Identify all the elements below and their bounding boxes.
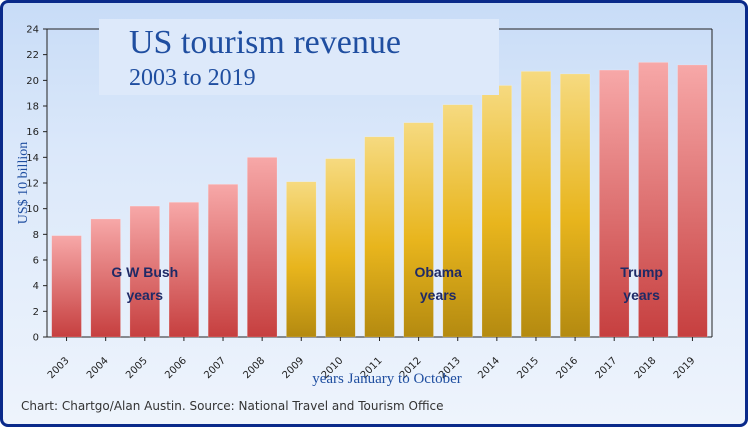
era-label-line2: years xyxy=(623,287,660,303)
era-label-line1: Obama xyxy=(414,264,462,280)
y-tick-label: 22 xyxy=(26,50,39,61)
x-tick-label: 2003 xyxy=(46,355,72,381)
x-tick-label: 2004 xyxy=(85,355,111,381)
y-tick-label: 18 xyxy=(26,102,39,113)
bar-2014 xyxy=(481,85,512,338)
x-axis-label: years January to October xyxy=(312,371,462,387)
era-label-line2: years xyxy=(420,287,457,303)
x-tick-label: 2019 xyxy=(672,355,698,381)
bar-2019 xyxy=(677,64,708,338)
y-tick-label: 6 xyxy=(33,256,39,267)
y-tick-label: 14 xyxy=(26,153,39,164)
bar-2003 xyxy=(51,235,82,338)
bar-2005 xyxy=(129,205,160,338)
x-tick-label: 2008 xyxy=(241,355,267,381)
bar-2013 xyxy=(442,104,473,338)
x-tick-label: 2014 xyxy=(476,355,502,381)
bar-2006 xyxy=(168,202,200,338)
era-label-line2: years xyxy=(126,287,163,303)
x-tick-label: 2006 xyxy=(163,355,189,381)
title-backdrop xyxy=(99,19,499,95)
bar-chart: 2003 2004 2005 2006 2007 2008 2009 2010 2011 2012… xyxy=(16,19,713,387)
bars-group xyxy=(51,62,708,338)
x-tick-label: 2018 xyxy=(633,355,659,381)
bar-2009 xyxy=(286,181,317,338)
y-tick-label: 20 xyxy=(26,76,39,87)
y-tick-label: 0 xyxy=(33,333,39,344)
x-tick-label: 2016 xyxy=(554,355,580,381)
chart-subtitle: 2003 to 2019 xyxy=(129,65,256,91)
source-note: Chart: Chartgo/Alan Austin. Source: Nati… xyxy=(21,399,444,413)
y-tick-label: 10 xyxy=(26,204,39,215)
bar-2007 xyxy=(207,184,239,338)
bar-2008 xyxy=(247,157,278,338)
bar-2017 xyxy=(599,69,630,338)
y-tick-label: 2 xyxy=(33,307,39,318)
y-axis-label: US$ 10 billion xyxy=(16,142,31,224)
y-tick-label: 24 xyxy=(26,25,39,36)
x-tick-label: 2005 xyxy=(124,355,150,381)
bar-2012 xyxy=(403,122,434,338)
bar-2015 xyxy=(520,71,552,338)
y-tick-label: 4 xyxy=(33,281,39,292)
bar-2018 xyxy=(638,62,669,338)
y-tick-label: 12 xyxy=(26,179,39,190)
era-label-line1: G W Bush xyxy=(111,264,178,280)
x-tick-label: 2015 xyxy=(515,355,541,381)
x-tick-label: 2009 xyxy=(281,355,307,381)
bar-2016 xyxy=(559,73,591,338)
y-tick-label: 16 xyxy=(26,127,39,138)
era-label-line1: Trump xyxy=(620,264,663,280)
bar-2011 xyxy=(364,136,395,338)
x-tick-label: 2007 xyxy=(202,355,228,381)
era-labels: G W Bush years Obama years Trump years xyxy=(111,264,663,303)
chart-title: US tourism revenue xyxy=(129,24,401,61)
y-tick-label: 8 xyxy=(33,230,39,241)
x-tick-label: 2017 xyxy=(594,355,620,381)
bar-2010 xyxy=(325,158,356,338)
